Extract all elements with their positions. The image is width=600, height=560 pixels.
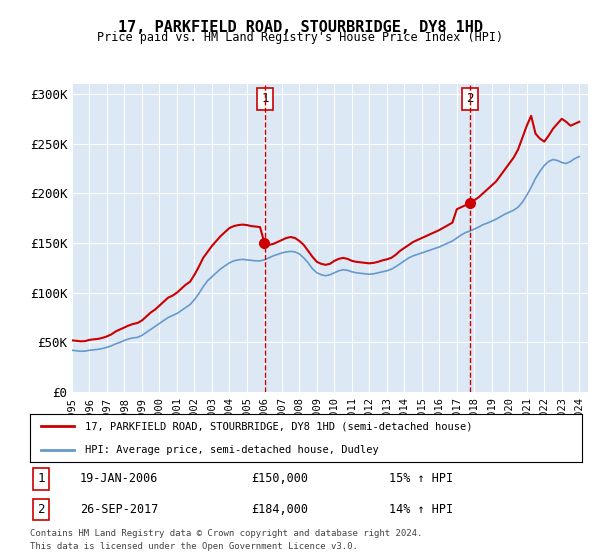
Text: £150,000: £150,000 <box>251 472 308 486</box>
Text: Price paid vs. HM Land Registry's House Price Index (HPI): Price paid vs. HM Land Registry's House … <box>97 31 503 44</box>
Text: Contains HM Land Registry data © Crown copyright and database right 2024.: Contains HM Land Registry data © Crown c… <box>30 529 422 538</box>
Text: 1: 1 <box>37 472 45 486</box>
Text: 1: 1 <box>262 92 269 105</box>
Text: 2: 2 <box>37 503 45 516</box>
Text: 26-SEP-2017: 26-SEP-2017 <box>80 503 158 516</box>
Text: HPI: Average price, semi-detached house, Dudley: HPI: Average price, semi-detached house,… <box>85 445 379 455</box>
Text: 2: 2 <box>466 92 473 105</box>
Text: 19-JAN-2006: 19-JAN-2006 <box>80 472 158 486</box>
Text: 17, PARKFIELD ROAD, STOURBRIDGE, DY8 1HD: 17, PARKFIELD ROAD, STOURBRIDGE, DY8 1HD <box>118 20 482 35</box>
Text: This data is licensed under the Open Government Licence v3.0.: This data is licensed under the Open Gov… <box>30 542 358 550</box>
Text: £184,000: £184,000 <box>251 503 308 516</box>
Text: 15% ↑ HPI: 15% ↑ HPI <box>389 472 453 486</box>
Text: 14% ↑ HPI: 14% ↑ HPI <box>389 503 453 516</box>
Text: 17, PARKFIELD ROAD, STOURBRIDGE, DY8 1HD (semi-detached house): 17, PARKFIELD ROAD, STOURBRIDGE, DY8 1HD… <box>85 421 473 431</box>
